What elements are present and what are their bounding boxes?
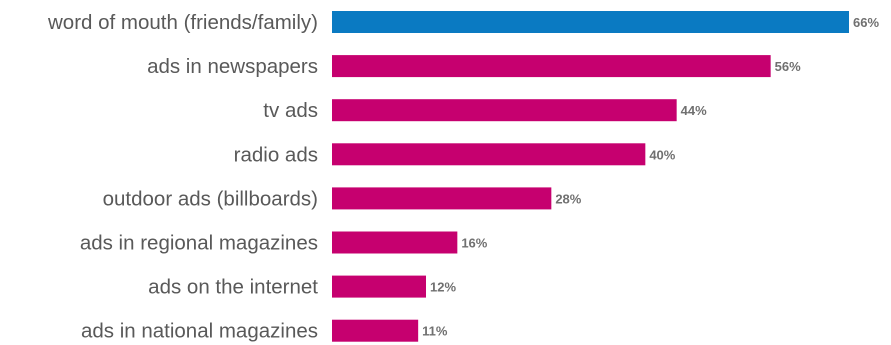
bar	[332, 275, 426, 298]
value-label: 44%	[681, 103, 707, 118]
bar	[332, 11, 849, 33]
value-label: 11%	[422, 324, 448, 339]
value-label: 66%	[853, 15, 879, 30]
category-label: tv ads	[263, 99, 318, 122]
bar	[332, 55, 771, 78]
bar	[332, 319, 419, 342]
category-label: ads in newspapers	[147, 55, 318, 78]
value-label: 40%	[649, 147, 675, 162]
bar	[332, 231, 458, 254]
category-label: ads in regional magazines	[80, 232, 318, 255]
bar	[332, 187, 552, 210]
category-label: ads in national magazines	[81, 320, 318, 343]
value-label: 56%	[775, 59, 801, 74]
category-label: radio ads	[234, 143, 318, 166]
category-label: ads on the internet	[148, 276, 318, 299]
bar	[332, 99, 677, 122]
value-label: 16%	[461, 236, 487, 251]
bars: word of mouth (friends/family) 66% ads in …	[47, 11, 879, 343]
category-label: word of mouth (friends/family)	[47, 11, 318, 34]
value-label: 12%	[430, 280, 456, 295]
bar	[332, 143, 646, 166]
category-label: outdoor ads (billboards)	[103, 187, 318, 210]
value-label: 28%	[555, 191, 581, 206]
